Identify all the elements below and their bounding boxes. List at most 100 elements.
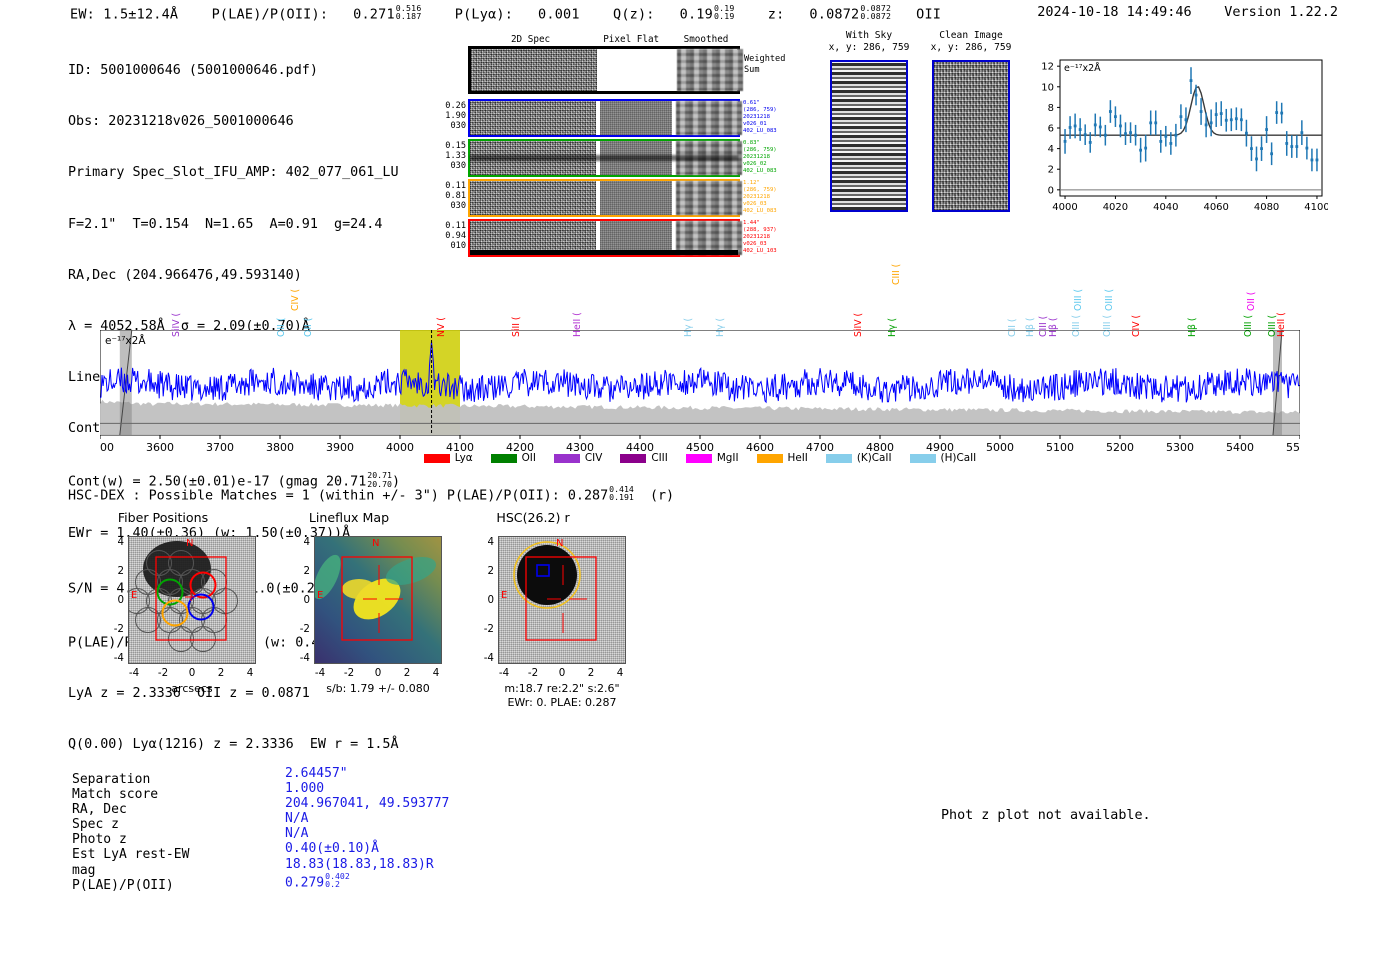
cutout-1-xtick-0: -4	[128, 667, 140, 679]
fiber-meta-2-5: 402_LU_083	[743, 167, 777, 174]
fiber-meta-3: 1.12" (286, 759) 20231218 v026_03 402_LU_083	[743, 180, 777, 215]
match-plae-hi: 0.402	[325, 870, 350, 881]
legend-item-ciii: CIII	[620, 452, 668, 464]
legend-item-mgii: MgII	[685, 452, 739, 464]
cutout-1-xtick-1: -2	[157, 667, 169, 679]
zoomplot-xtick: 4000	[1052, 202, 1077, 213]
cutout-1-ytick-0: 4	[117, 536, 124, 548]
fiber-meta-4: 1.44" (288, 937) 20231218 v026_03 402_LU_103	[743, 220, 777, 255]
header-z-hi: 0.0872	[860, 3, 892, 13]
cutout-1-xtick-2: 0	[188, 667, 196, 679]
cutout-2-xtick-2: 0	[374, 667, 382, 679]
emission-label-12: CII (	[1007, 318, 1018, 337]
strip-smoothed	[676, 221, 742, 255]
match-value-text-5: 0.40(±0.10)Å	[285, 841, 379, 857]
fullspec-xtick: 4600	[746, 441, 774, 454]
info-cont-w: Cont(w) = 2.50(±0.01)e-17 (gmag 20.7120.…	[68, 471, 400, 491]
emission-label-25: HeII (	[1275, 312, 1287, 337]
fullspec-xtick: 4200	[506, 441, 534, 454]
match-label-0: Separation	[72, 772, 151, 787]
zoomplot-xtick: 4020	[1103, 202, 1128, 213]
fullspec-xtick: 3600	[146, 441, 174, 454]
cutout-3-xtick-3: 2	[587, 667, 595, 679]
fiber-meta-1-2: (286, 759)	[743, 106, 777, 113]
zoomplot-xtick: 4040	[1153, 202, 1178, 213]
column-title-2d-spec: 2D Spec	[510, 34, 551, 45]
report-timestamp: 2024-10-18 14:49:46	[1037, 4, 1192, 20]
cutout-1-ytick-1: 2	[117, 565, 124, 577]
header-summary-line: EW: 1.5±12.4Å P(LAE)/P(OII): 0.2710.516 0…	[70, 4, 941, 23]
compass-east-2: E	[317, 590, 324, 601]
fiber-value-3-3: 030	[450, 201, 466, 212]
fiber-value-4-1: 0.11	[445, 221, 466, 231]
fullspec-xtick: 3500	[100, 441, 114, 454]
fiber-value-2-3: 030	[450, 161, 466, 172]
info-radec: RA,Dec (204.966476,49.593140)	[68, 267, 302, 283]
emission-label-3: OII (	[302, 317, 314, 337]
cutout-caption-3: m:18.7 re:2.2" s:2.6"	[504, 682, 620, 695]
legend-swatch-2	[553, 453, 580, 463]
legend-item-kcaii: (K)CaII	[825, 452, 892, 464]
fiber-meta-1: 0.61" (286, 759) 20231218 v026_01 402_LU_083	[743, 100, 777, 135]
column-title-pixel-flat: Pixel Flat	[603, 34, 660, 45]
emission-label-0: SiIV (	[171, 312, 183, 337]
emission-label-21: Hβ (	[1187, 317, 1198, 337]
zoomplot-xtick: 4100	[1304, 202, 1328, 213]
info-seeing-params: F=2.1" T=0.154 N=1.65 A=0.91 g=24.4	[68, 216, 383, 232]
cutout-image-1	[128, 536, 256, 664]
emission-band	[470, 155, 738, 161]
fiber-meta-2-1: 0.83"	[743, 140, 760, 146]
cutout-2-xtick-4: 4	[432, 667, 440, 679]
fullspec-xtick: 4800	[866, 441, 894, 454]
cutout-2-ytick-1: 2	[303, 565, 310, 577]
emission-label-6: HeII (	[572, 312, 583, 337]
fiber-meta-1-5: 402_LU_083	[743, 127, 777, 134]
match-value-text-2: 204.967041, 49.593777	[285, 796, 450, 812]
header-z-label: z:	[767, 6, 785, 23]
image-cutout-thumbs: With Sky x, y: 286, 759 Clean Image x, y: 2…	[812, 30, 1027, 250]
header-z-value: 0.0872	[809, 6, 860, 23]
strip-smoothed	[676, 181, 742, 215]
cutout-caption-2: s/b: 1.79 +/- 0.080	[326, 682, 430, 695]
cutout-3-ytick-0: 4	[487, 536, 494, 548]
zoomplot-ytick: 4	[1048, 144, 1054, 155]
cutout-1-ytick-3: -2	[113, 623, 124, 635]
thumb-title-1: With Sky x, y: 286, 759	[808, 30, 930, 53]
fiber-meta-4-5: 402_LU_103	[743, 247, 777, 254]
zoomplot-ytick: 8	[1048, 103, 1054, 114]
fiber-values-1: 0.26 1.90 030	[436, 101, 466, 132]
cutout-2-xtick-1: -2	[343, 667, 355, 679]
column-title-smoothed: Smoothed	[683, 34, 729, 45]
legend-label-4: MgII	[716, 452, 739, 464]
weighted-sum-strip	[468, 46, 743, 94]
fiber-values-4: 0.11 0.94 010	[436, 221, 466, 252]
cutout-2-ytick-4: -4	[299, 652, 310, 664]
strip-smoothed	[677, 49, 743, 91]
match-label-1: Match score	[72, 787, 159, 803]
thumb-name-2: Clean Image	[939, 30, 1003, 41]
info-redshifts: LyA z = 2.3336 OII z = 0.0871	[68, 686, 310, 702]
spectrum-trace	[100, 341, 1300, 404]
emission-label-23: OII (	[1245, 291, 1257, 311]
cutout-title-3: HSC(26.2) r	[496, 510, 570, 525]
info-cont-w-hi: 20.71	[367, 470, 392, 481]
header-plae-poii-hi: 0.516	[395, 3, 422, 13]
fiber-value-2-2: 1.33	[445, 151, 466, 162]
zoomplot-ytick: 12	[1041, 62, 1054, 73]
legend-swatch-7	[909, 453, 936, 463]
strip-pixelflat	[600, 221, 673, 255]
match-value-3: N/A	[285, 811, 449, 826]
weighted-sum-label: Weighted Sum	[744, 54, 785, 76]
fiber-meta-2-3: 20231218	[743, 153, 770, 160]
emission-label-7: Hγ (	[683, 317, 694, 337]
cutout-2-xtick-0: -4	[314, 667, 326, 679]
emission-label-17: OIII (	[1073, 288, 1084, 311]
zoomplot-xtick: 4060	[1203, 202, 1228, 213]
match-value-7: 0.2790.402 0.2	[285, 870, 449, 891]
fiber-meta-1-3: 20231218	[743, 113, 770, 120]
cutout-2-xtick-3: 2	[403, 667, 411, 679]
cutout-image-2	[314, 536, 442, 664]
emission-label-22: OIII (	[1243, 314, 1255, 337]
header-plya-value: 0.001	[538, 6, 580, 23]
match-value-text-1: 1.000	[285, 781, 325, 797]
